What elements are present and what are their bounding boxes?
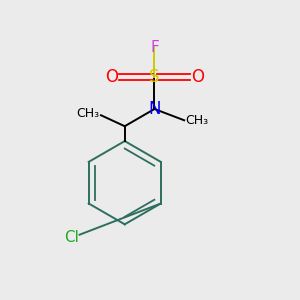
Text: S: S bbox=[149, 68, 160, 86]
Text: F: F bbox=[150, 40, 159, 55]
Text: O: O bbox=[191, 68, 204, 86]
Text: O: O bbox=[105, 68, 118, 86]
Text: Cl: Cl bbox=[64, 230, 79, 245]
Text: N: N bbox=[148, 100, 161, 118]
Text: CH₃: CH₃ bbox=[76, 107, 100, 120]
Text: CH₃: CH₃ bbox=[186, 114, 209, 127]
